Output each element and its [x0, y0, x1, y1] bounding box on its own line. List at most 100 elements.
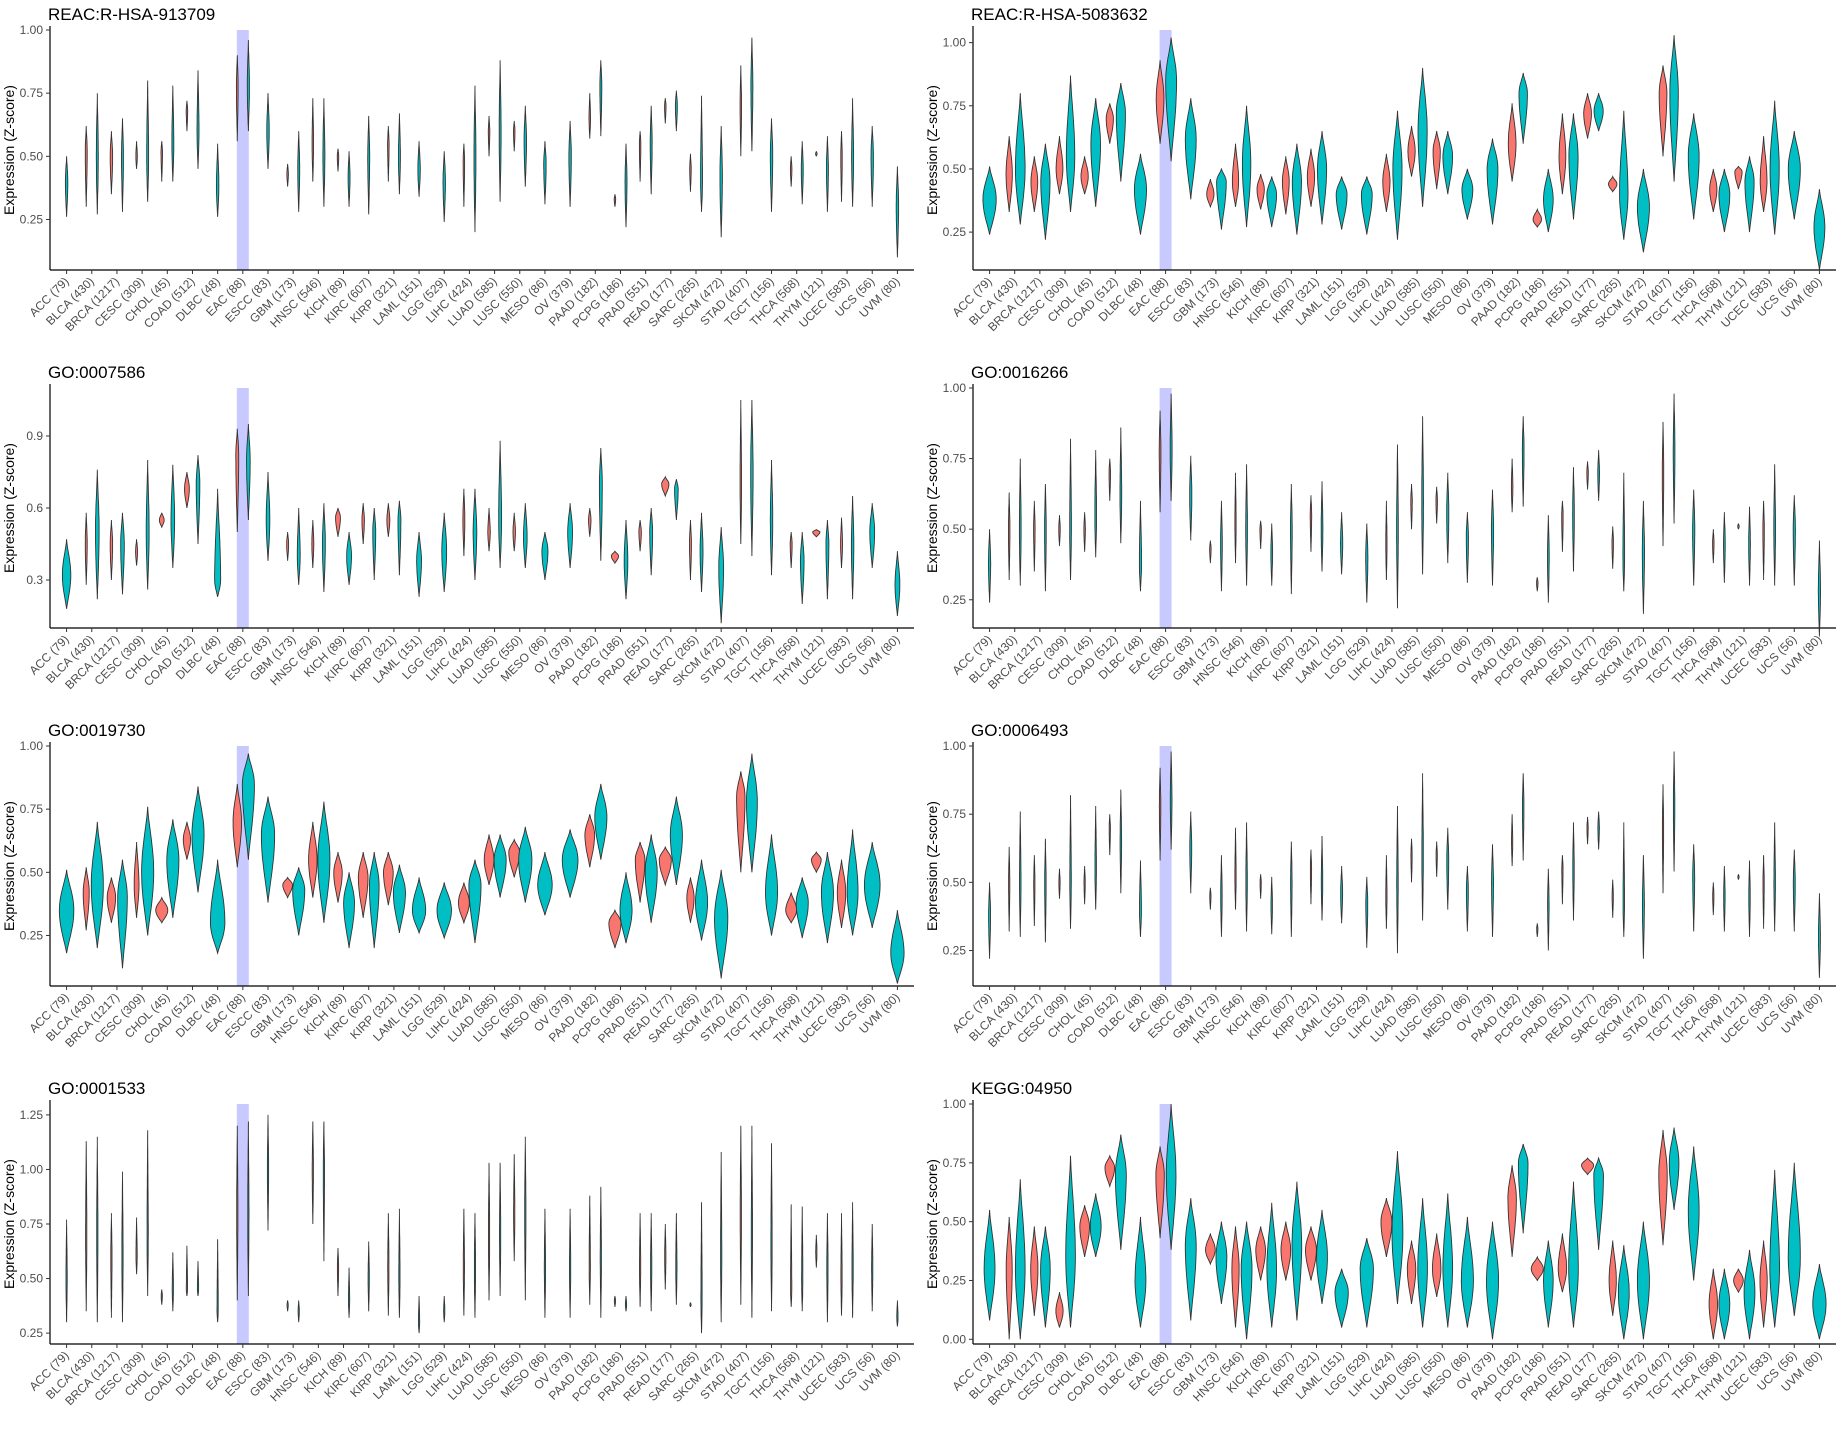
violin-normal: [588, 93, 591, 139]
violin-tumor: [825, 519, 830, 600]
violin-normal: [1661, 784, 1665, 894]
violin-tumor: [543, 1208, 546, 1318]
violin-normal: [1561, 500, 1564, 552]
violin-normal: [608, 908, 622, 949]
violin-normal: [513, 1154, 516, 1262]
violin-tumor: [1465, 512, 1469, 583]
violin-tumor: [1115, 83, 1126, 182]
violin-tumor: [1517, 1143, 1529, 1234]
violin-normal: [1611, 526, 1614, 569]
violin-tumor: [799, 531, 805, 605]
violin-tumor: [468, 859, 482, 944]
violin-normal: [1030, 1226, 1039, 1316]
y-tick-label: 0.75: [943, 1156, 967, 1170]
y-tick-label: 1.00: [943, 36, 967, 50]
violin-normal: [1033, 500, 1036, 572]
violin-tumor: [392, 864, 406, 933]
violin-normal: [1762, 855, 1765, 929]
violin-tumor: [121, 1171, 124, 1323]
violin-tumor: [765, 834, 779, 936]
violin-tumor: [96, 1136, 99, 1323]
violin-normal: [462, 488, 466, 557]
violin-tumor: [1486, 138, 1499, 225]
violin-tumor: [1065, 75, 1076, 212]
violin-normal: [512, 512, 516, 552]
violin-tumor: [1040, 1226, 1051, 1328]
violin-tumor: [649, 105, 653, 195]
y-tick-label: 0.50: [20, 865, 44, 879]
violin-normal: [789, 531, 793, 569]
violin-tumor: [1220, 500, 1223, 592]
violin-tumor: [1597, 811, 1600, 850]
violin-tumor: [171, 85, 175, 182]
violin-tumor: [1593, 93, 1604, 132]
violin-tumor: [266, 1114, 270, 1231]
violin-tumor: [895, 166, 900, 258]
violin-normal: [488, 1162, 491, 1301]
violin-tumor: [1340, 865, 1344, 924]
violin-tumor: [418, 1295, 421, 1334]
violin-normal: [1309, 849, 1313, 905]
violin-normal: [1256, 173, 1265, 210]
violin-normal: [457, 882, 470, 925]
violin-tumor: [1165, 37, 1178, 162]
violin-normal: [1058, 868, 1061, 899]
violin-normal: [1759, 1240, 1768, 1328]
violin-normal: [739, 65, 742, 157]
violin-tumor: [543, 141, 547, 205]
violin-tumor: [1446, 827, 1450, 910]
violin-tumor: [1622, 472, 1626, 592]
violin-normal: [383, 852, 394, 906]
violin-tumor: [1220, 855, 1223, 937]
violin-normal: [85, 1141, 88, 1312]
violin-normal: [689, 519, 692, 581]
violin-tumor: [372, 507, 377, 581]
violin-tumor: [1748, 506, 1751, 586]
violin-tumor: [800, 141, 804, 205]
violin-tumor: [170, 464, 176, 569]
violin-tumor: [599, 60, 603, 137]
violin-tumor: [699, 512, 704, 593]
violin-tumor: [266, 93, 270, 169]
violin-normal: [1281, 156, 1290, 215]
violin-tumor: [569, 1208, 572, 1318]
violin-normal: [1507, 1165, 1517, 1257]
y-axis-label: Expression (Z-score): [924, 443, 940, 573]
violin-tumor: [1617, 1245, 1630, 1340]
violin-normal: [1733, 1268, 1744, 1294]
violin-normal: [1158, 410, 1162, 513]
violin-tumor: [441, 512, 448, 593]
violin-normal: [840, 131, 843, 202]
violin-normal: [185, 100, 189, 132]
panel-title: GO:0019730: [48, 721, 145, 740]
violin-tumor: [296, 507, 301, 585]
y-axis-label: Expression (Z-score): [1, 1159, 17, 1289]
violin-tumor: [473, 1213, 476, 1318]
violin-tumor: [1692, 489, 1696, 586]
violin-normal: [1510, 458, 1514, 513]
violin-tumor: [1593, 1156, 1604, 1250]
highlight-band: [1159, 746, 1172, 986]
violin-tumor: [297, 131, 301, 212]
violin-tumor: [644, 834, 658, 923]
violin-normal: [1558, 113, 1567, 195]
violin-normal: [311, 1121, 314, 1225]
violin-tumor: [1491, 844, 1494, 937]
violin-tumor: [1139, 860, 1142, 937]
y-tick-label: 1.00: [20, 1162, 44, 1176]
violin-tumor: [1769, 100, 1780, 235]
chart-panel: GO:0006493 Expression (Z-score)0.25 0.50 0.…: [924, 721, 1836, 1050]
violin-tumor: [499, 1162, 502, 1297]
violin-normal: [1005, 1216, 1013, 1340]
violin-tumor: [246, 40, 250, 132]
violin-normal: [160, 1289, 163, 1305]
violin-tumor: [493, 834, 507, 898]
violin-tumor: [442, 151, 446, 223]
violin-normal: [840, 517, 843, 569]
y-tick-label: 0.6: [26, 501, 43, 515]
violin-tumor: [1270, 876, 1273, 935]
violin-normal: [236, 1125, 239, 1301]
violin-tumor: [1119, 789, 1123, 894]
violin-tumor: [1490, 489, 1495, 586]
